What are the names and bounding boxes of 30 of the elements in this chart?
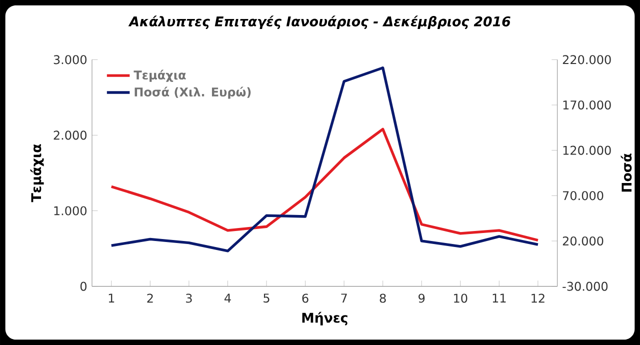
- chart-title: Ακάλυπτες Επιταγές Ιανουάριος - Δεκέμβριος 2016: [128, 16, 510, 30]
- y-tick-label: 2.000: [54, 130, 86, 140]
- legend-label: Ποσά (Χιλ. Ευρώ): [134, 86, 251, 99]
- y-tick-label: 3.000: [54, 55, 86, 64]
- x-tick-label: 5: [264, 294, 270, 303]
- x-tick-label: 12: [532, 294, 544, 303]
- x-tick-label: 11: [492, 294, 506, 302]
- x-tick-label: 7: [341, 294, 347, 302]
- y2-tick-label: 170.000: [563, 100, 611, 110]
- x-tick-label: 4: [224, 294, 231, 302]
- y-tick-label: 1.000: [54, 206, 86, 216]
- x-tick-label: 9: [418, 294, 425, 303]
- line-series: [110, 128, 540, 242]
- x-tick-label: 3: [186, 294, 192, 303]
- line-series: [110, 66, 540, 252]
- x-tick-label: 1: [108, 294, 114, 302]
- y2-tick-label: 70.000: [563, 191, 604, 200]
- y2-tick-label: -30.000: [562, 282, 608, 291]
- x-tick-label: 8: [380, 294, 386, 303]
- y-tick-label: 0: [80, 282, 86, 291]
- y2-tick-label: 120.000: [563, 146, 611, 155]
- y2-tick-label: 20.000: [562, 236, 604, 246]
- x-axis-title: Μήνες: [302, 312, 348, 326]
- x-tick-label: 6: [302, 294, 308, 303]
- y2-tick-label: 220.000: [562, 55, 611, 64]
- x-tick-label: 10: [454, 294, 468, 303]
- y2-axis-title: Ποσά: [620, 154, 632, 192]
- y-axis-title: Τεμάχια: [30, 144, 44, 202]
- legend-label: Τεμάχια: [134, 70, 186, 82]
- x-tick-label: 2: [147, 294, 153, 303]
